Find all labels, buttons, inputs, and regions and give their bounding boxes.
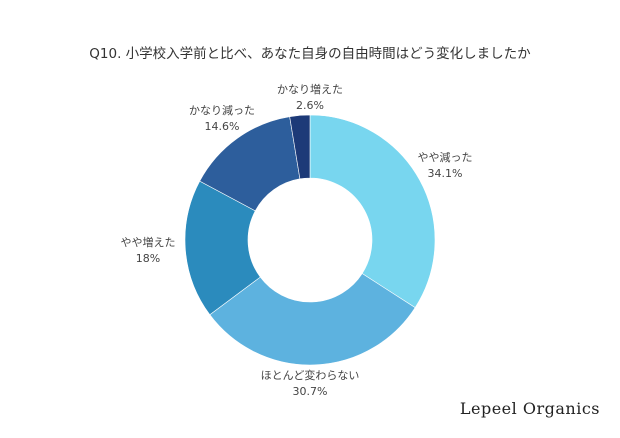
slice-label-3: かなり減った 14.6%	[189, 104, 255, 133]
chart-title: Q10. 小学校入学前と比べ、あなた自身の自由時間はどう変化しましたか	[89, 46, 531, 62]
slice-label-2: やや増えた 18%	[120, 236, 176, 265]
donut-slice-4	[289, 114, 311, 180]
donut-slice-2	[184, 180, 261, 316]
slice-label-4: かなり増えた 2.6%	[277, 83, 343, 112]
donut-slice-0	[309, 114, 436, 309]
slice-label-0: やや減った 34.1%	[417, 151, 473, 180]
slice-label-1: ほとんど変わらない 30.7%	[260, 369, 360, 398]
donut-slice-1	[209, 273, 416, 366]
brand-logo: Lepeel Organics	[459, 399, 600, 418]
